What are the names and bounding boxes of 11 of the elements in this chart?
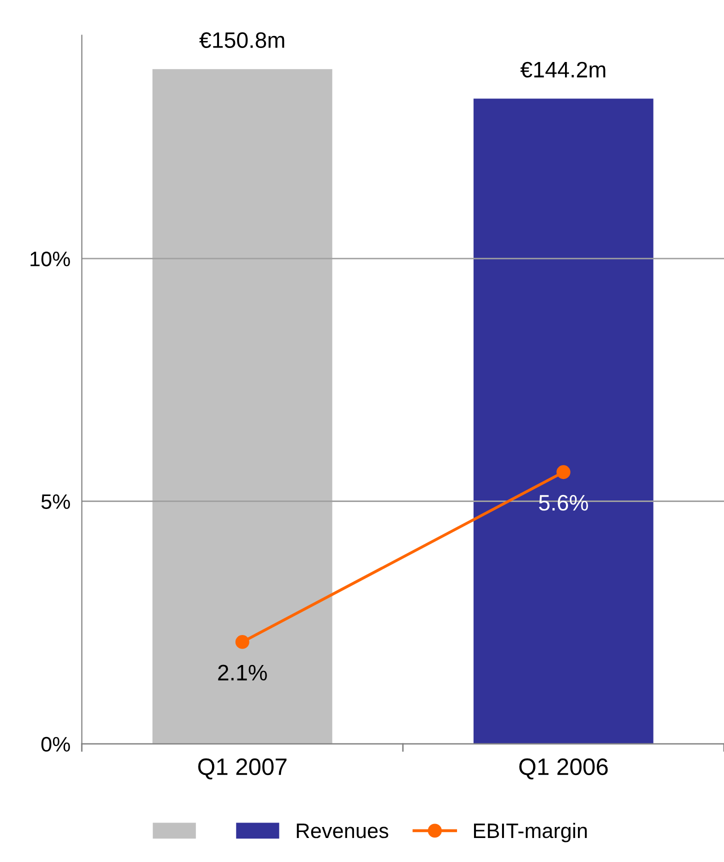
- x-tick-label: Q1 2006: [519, 758, 608, 780]
- y-tick-label: 0%: [41, 736, 70, 752]
- legend-label: EBIT-margin: [474, 822, 587, 842]
- legend-label: Revenues: [296, 824, 388, 838]
- data-label: 2.1%: [218, 664, 267, 680]
- x-tick-label: Q1 2007: [198, 758, 286, 780]
- y-tick-label: 5%: [41, 494, 70, 509]
- data-label: €144.2m: [520, 62, 606, 78]
- data-label: 5.6%: [539, 494, 588, 511]
- data-label: €150.8m: [199, 32, 284, 48]
- y-tick-label: 10%: [30, 252, 70, 266]
